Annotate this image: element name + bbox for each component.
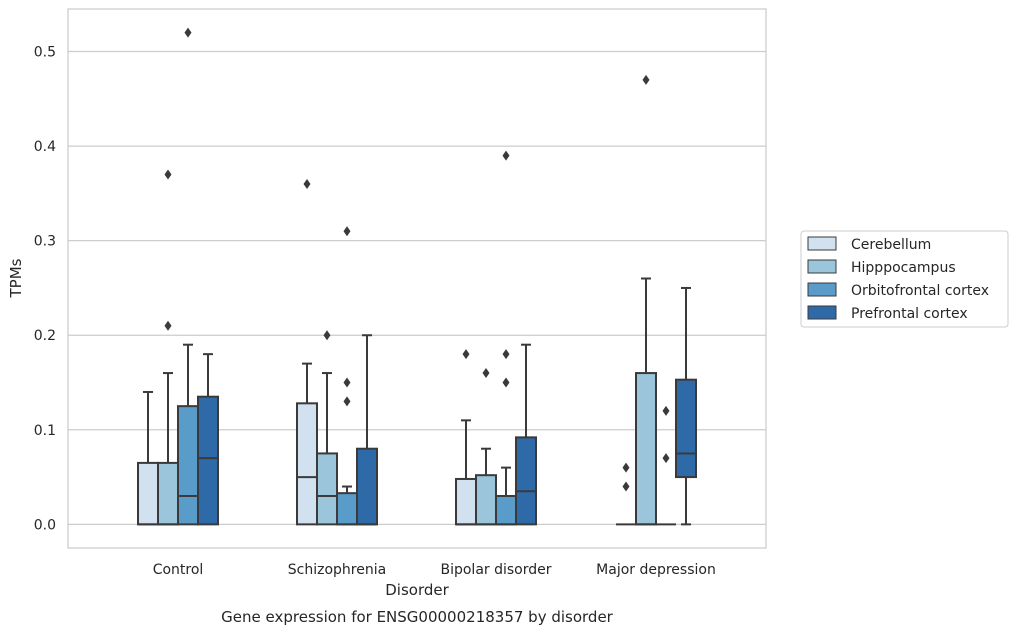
outlier-point <box>662 453 670 464</box>
y-tick-labels: 0.0 0.1 0.2 0.3 0.4 0.5 <box>34 45 56 534</box>
box-iqr <box>495 494 517 526</box>
chart-caption: Gene expression for ENSG00000218357 by d… <box>221 608 614 626</box>
x-tick-label: Major depression <box>596 562 716 578</box>
y-tick-label: 0.3 <box>34 234 56 250</box>
outlier-point <box>642 74 650 85</box>
y-tick-label: 0.5 <box>34 45 56 61</box>
x-tick-labels: Control Schizophrenia Bipolar disorder Majo… <box>153 562 716 578</box>
box-orbitofrontal-cortex <box>495 150 517 526</box>
outlier-point <box>502 349 510 360</box>
box-orbitofrontal-cortex <box>177 27 199 526</box>
box-hipppocampus <box>635 74 657 526</box>
box-iqr <box>475 474 497 526</box>
outlier-point <box>662 405 670 416</box>
box-iqr <box>336 492 358 526</box>
x-tick-label: Schizophrenia <box>288 562 386 578</box>
legend-label: Hipppocampus <box>851 260 956 276</box>
outlier-point <box>502 150 510 161</box>
outlier-point <box>343 396 351 407</box>
legend-swatch <box>807 236 837 251</box>
box-hipppocampus <box>316 330 338 526</box>
outlier-point <box>164 320 172 331</box>
y-tick-label: 0.4 <box>34 139 56 155</box>
plot-area-frame <box>67 8 767 549</box>
outlier-point <box>462 349 470 360</box>
legend-label: Orbitofrontal cortex <box>851 283 989 299</box>
box-cerebellum <box>616 462 636 526</box>
x-tick-label: Bipolar disorder <box>440 562 551 578</box>
y-axis-label: TPMs <box>7 258 25 298</box>
grid-lines <box>68 50 766 525</box>
y-tick-label: 0.0 <box>34 517 56 533</box>
legend-swatch <box>807 282 837 297</box>
outlier-point <box>502 377 510 388</box>
box-iqr <box>675 378 697 479</box>
box-iqr <box>515 436 537 526</box>
box-prefrontal-cortex <box>197 353 219 526</box>
y-tick-label: 0.2 <box>34 328 56 344</box>
outlier-point <box>323 330 331 341</box>
outlier-point <box>343 226 351 237</box>
legend-swatch <box>807 259 837 274</box>
box-iqr <box>316 452 338 526</box>
x-tick-label: Control <box>153 562 204 578</box>
box-iqr <box>296 402 318 526</box>
legend-label: Cerebellum <box>851 237 931 253</box>
outlier-point <box>184 27 192 38</box>
outlier-point <box>303 178 311 189</box>
box-iqr <box>177 405 199 526</box>
box-iqr <box>455 477 477 526</box>
legend-label: Prefrontal cortex <box>851 306 968 322</box>
box-prefrontal-cortex <box>356 334 378 526</box>
box-hipppocampus <box>157 169 179 526</box>
box-cerebellum <box>137 390 159 526</box>
box-iqr <box>157 461 179 526</box>
outlier-point <box>164 169 172 180</box>
boxes <box>137 27 697 526</box>
legend-swatch <box>807 305 837 320</box>
legend: Cerebellum Hipppocampus Orbitofrontal cort… <box>800 230 1009 328</box>
outlier-point <box>622 481 630 492</box>
box-prefrontal-cortex <box>675 286 697 526</box>
box-hipppocampus <box>475 368 497 526</box>
outlier-point <box>343 377 351 388</box>
box-iqr <box>635 372 657 526</box>
box-orbitofrontal-cortex <box>336 226 358 526</box>
legend-items: Cerebellum Hipppocampus Orbitofrontal cort… <box>807 236 989 322</box>
box-iqr <box>197 395 219 526</box>
box-orbitofrontal-cortex <box>656 405 676 526</box>
legend-frame <box>800 230 1009 328</box>
box-iqr <box>137 461 159 526</box>
x-axis-label: Disorder <box>385 581 449 599</box>
box-cerebellum <box>296 178 318 526</box>
y-tick-label: 0.1 <box>34 423 56 439</box>
box-iqr <box>356 447 378 526</box>
box-cerebellum <box>455 349 477 526</box>
outlier-point <box>622 462 630 473</box>
box-prefrontal-cortex <box>515 343 537 526</box>
outlier-point <box>482 368 490 379</box>
